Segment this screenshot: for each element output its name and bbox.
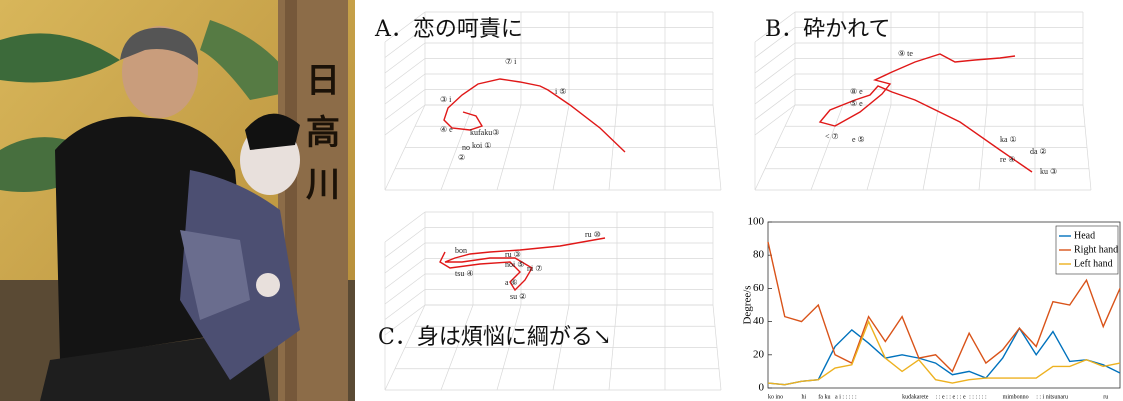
- point-label: < ⑦: [825, 132, 839, 141]
- grid-line: [385, 43, 425, 73]
- grid-line: [385, 274, 425, 304]
- grid-line: [385, 59, 425, 89]
- legend-label: Right hand: [1074, 244, 1118, 255]
- point-label: ⑦ i: [505, 57, 517, 66]
- pillar-sign: 日高川: [300, 62, 340, 218]
- point-label: e ⑤: [852, 135, 865, 144]
- grid-line: [385, 259, 425, 289]
- panel-title: A．恋の呵責に: [374, 17, 523, 42]
- point-label: ru ⑩: [585, 230, 601, 239]
- x-tick-label: ru: [1103, 394, 1108, 400]
- axes-box: [385, 212, 721, 390]
- y-axis-title: Degree/s: [742, 285, 754, 324]
- y-tick-label: 100: [748, 216, 765, 228]
- x-tick-label: : : : : : :: [969, 394, 987, 400]
- y-tick-label: 80: [753, 249, 765, 261]
- point-label: ②: [458, 153, 465, 162]
- legend-label: Left hand: [1074, 258, 1113, 269]
- panel-title: C．身は煩悩に綱がる↘: [378, 325, 611, 350]
- point-label: ku ③: [1040, 167, 1057, 176]
- figure: 日高川 Degree/s 0 20 40 60 80 100 ko ino hi fa ku a …: [0, 0, 1123, 401]
- panel-title: B．砕かれて: [765, 17, 891, 42]
- y-tick-label: 60: [753, 282, 765, 294]
- grid-line: [385, 243, 425, 273]
- grid-line: [385, 74, 425, 104]
- y-tick-label: 0: [759, 382, 765, 394]
- point-label: ⑤ e: [850, 99, 863, 108]
- point-label: re ④: [1000, 155, 1015, 164]
- point-label: i ⑤: [555, 87, 566, 96]
- point-label: koi ①: [472, 141, 491, 150]
- point-label: tsu ④: [455, 269, 474, 278]
- grid-line: [385, 290, 425, 320]
- grid-line: [385, 90, 425, 120]
- grid-line: [755, 59, 795, 89]
- photo: 日高川: [0, 0, 355, 401]
- point-label: ⑧ e: [850, 87, 863, 96]
- grid-line: [755, 74, 795, 104]
- x-tick-label: hi: [802, 394, 807, 400]
- grid-line: [385, 105, 425, 135]
- point-label: a ⑥: [505, 278, 518, 287]
- grid-line: [755, 105, 795, 135]
- point-label: no: [462, 143, 470, 152]
- point-label: ④ e: [440, 125, 453, 134]
- x-tick-label: mimbonno: [1003, 394, 1029, 400]
- point-label: noi ⑤: [505, 260, 524, 269]
- point-label: da ②: [1030, 147, 1047, 156]
- grid-line: [385, 228, 425, 258]
- y-tick-label: 20: [753, 348, 765, 360]
- grid-line: [755, 43, 795, 73]
- legend-label: Head: [1074, 230, 1095, 241]
- point-label: su ②: [510, 292, 526, 301]
- x-tick-label: a i : : : : :: [835, 394, 857, 400]
- point-label: bon: [455, 246, 467, 255]
- point-label: kufaku③: [470, 128, 499, 137]
- point-label: ru ③: [505, 250, 521, 259]
- x-tick-label: fa ku: [818, 393, 830, 400]
- point-label: ⑨ te: [898, 49, 913, 58]
- point-label: ni ⑦: [527, 264, 542, 273]
- line-chart: Degree/s 0 20 40 60 80 100 ko ino hi fa ku a i : …: [742, 216, 1120, 401]
- x-tick-label: ko ino: [768, 394, 783, 400]
- x-tick-label: : : i nitsunaru: [1036, 394, 1068, 400]
- grid-line: [755, 90, 795, 120]
- point-label: ③ i: [440, 95, 452, 104]
- x-tick-label: kudakarete: [902, 394, 929, 400]
- y-tick-label: 40: [753, 315, 765, 327]
- grid-line: [385, 212, 425, 242]
- x-tick-label: : : e : : e : : e: [936, 394, 966, 400]
- point-label: ka ①: [1000, 135, 1017, 144]
